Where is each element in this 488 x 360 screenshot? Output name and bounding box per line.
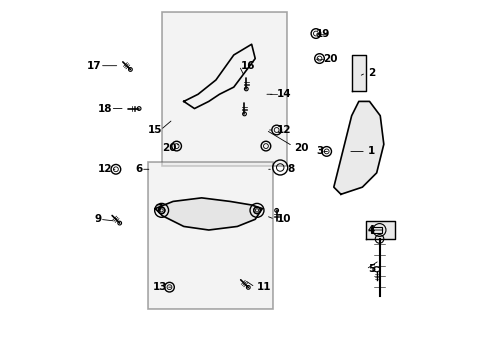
Text: 1: 1: [367, 147, 374, 157]
Text: 5: 5: [367, 264, 374, 274]
Text: 20: 20: [294, 143, 308, 153]
Text: 16: 16: [241, 61, 255, 71]
Text: 18: 18: [98, 104, 112, 113]
Text: 17: 17: [87, 61, 102, 71]
Text: 7: 7: [155, 203, 162, 213]
FancyBboxPatch shape: [162, 12, 287, 166]
Text: 13: 13: [153, 282, 167, 292]
Polygon shape: [351, 55, 365, 91]
FancyBboxPatch shape: [148, 162, 272, 309]
Text: 2: 2: [367, 68, 374, 78]
Text: 3: 3: [315, 147, 323, 157]
Text: 11: 11: [257, 282, 271, 292]
Text: 6: 6: [135, 164, 142, 174]
Text: 19: 19: [315, 28, 329, 39]
Text: 8: 8: [287, 164, 294, 174]
Polygon shape: [365, 221, 394, 239]
Text: 12: 12: [98, 164, 112, 174]
Text: 10: 10: [276, 214, 290, 224]
Text: 9: 9: [94, 214, 102, 224]
Text: 4: 4: [367, 225, 374, 235]
Text: 15: 15: [147, 125, 162, 135]
Text: 20: 20: [162, 143, 176, 153]
Bar: [370, 227, 381, 233]
Text: 12: 12: [276, 125, 290, 135]
Text: 20: 20: [323, 54, 337, 64]
Text: 14: 14: [276, 89, 291, 99]
Polygon shape: [155, 198, 262, 230]
Polygon shape: [333, 102, 383, 194]
